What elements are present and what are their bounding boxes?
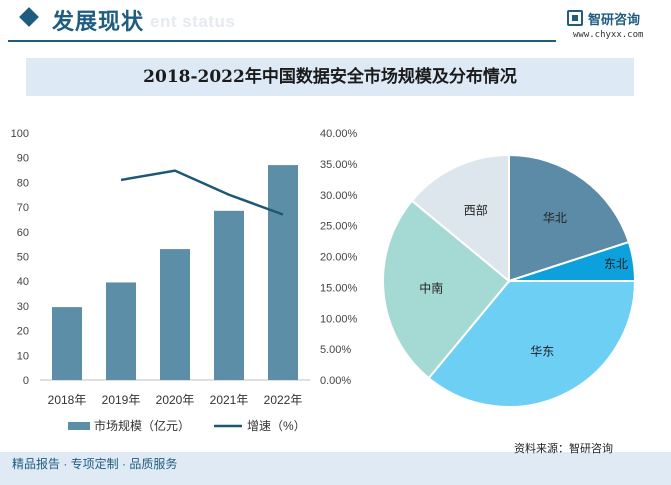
- pie-slice-label: 中南: [419, 280, 443, 295]
- pie-slice: [410, 153, 510, 284]
- right-tick-label: 30.00%: [320, 190, 358, 202]
- left-tick-label: 60: [17, 227, 29, 239]
- left-tick-label: 50: [17, 252, 29, 264]
- right-tick-label: 20.00%: [320, 252, 358, 264]
- right-tick-label: 10.00%: [320, 313, 358, 325]
- left-tick-label: 20: [17, 326, 29, 338]
- bar: [268, 165, 298, 380]
- left-tick-label: 40: [17, 276, 29, 288]
- right-tick-label: 0.00%: [320, 375, 351, 387]
- left-tick-label: 100: [11, 128, 29, 140]
- growth-line: [120, 169, 284, 216]
- category-label: 2018年: [48, 393, 87, 407]
- left-tick-label: 80: [17, 177, 29, 189]
- right-tick-label: 35.00%: [320, 159, 358, 171]
- footer-slogan: 精品报告 · 专项定制 · 品质服务: [12, 457, 178, 471]
- category-label: 2022年: [264, 393, 303, 407]
- header: ent status 发展现状 智研咨询 www.chyxx.com: [0, 0, 671, 44]
- category-label: 2021年: [210, 393, 249, 407]
- pie-slice-label: 华北: [543, 211, 567, 225]
- category-label: 2019年: [102, 393, 141, 407]
- section-title: 发展现状: [52, 9, 145, 35]
- chart-title-band: 2018-2022年中国数据安全市场规模及分布情况: [26, 58, 634, 96]
- pie-slice: [508, 153, 631, 283]
- pie-slice: [382, 199, 511, 380]
- bar: [214, 210, 244, 380]
- legend-line-label: 增速（%）: [247, 419, 306, 433]
- header-divider: [8, 40, 556, 42]
- brand-url: www.chyxx.com: [573, 30, 644, 40]
- left-tick-label: 90: [17, 153, 29, 165]
- brand-logo-icon: [567, 10, 583, 26]
- diamond-icon: [19, 7, 39, 27]
- source-note: 资料来源：智研咨询: [514, 443, 613, 455]
- legend-bar-label: 市场规模（亿元）: [94, 418, 190, 433]
- bar-line-chart: 0 10 20 30 40 50 60 70 80 90 100 0.00% 5.00% 10.00% 15…: [11, 128, 358, 433]
- category-label: 2020年: [156, 393, 195, 407]
- pie-slice-label: 华东: [530, 345, 554, 359]
- left-tick-label: 10: [17, 350, 29, 362]
- bar: [160, 249, 190, 380]
- legend-bar-swatch: [68, 422, 90, 430]
- left-tick-label: 0: [23, 375, 29, 387]
- header-ghost-text: ent status: [150, 12, 236, 31]
- brand-name: 智研咨询: [588, 12, 641, 27]
- chart-area: 0 10 20 30 40 50 60 70 80 90 100 0.00% 5.00% 10.00% 15…: [11, 128, 637, 433]
- right-tick-label: 25.00%: [320, 221, 358, 233]
- bar: [106, 282, 136, 380]
- pie-slice-label: 东北: [604, 257, 628, 271]
- left-tick-label: 70: [17, 202, 29, 214]
- footer-band: [0, 452, 671, 485]
- right-tick-label: 40.00%: [320, 128, 358, 140]
- pie-slice: [427, 280, 637, 408]
- right-tick-label: 15.00%: [320, 282, 358, 294]
- left-tick-label: 30: [17, 301, 29, 313]
- bar: [52, 307, 82, 380]
- pie-slice-label: 西部: [464, 202, 488, 217]
- chart-title: 2018-2022年中国数据安全市场规模及分布情况: [143, 67, 517, 87]
- right-tick-label: 5.00%: [320, 344, 351, 356]
